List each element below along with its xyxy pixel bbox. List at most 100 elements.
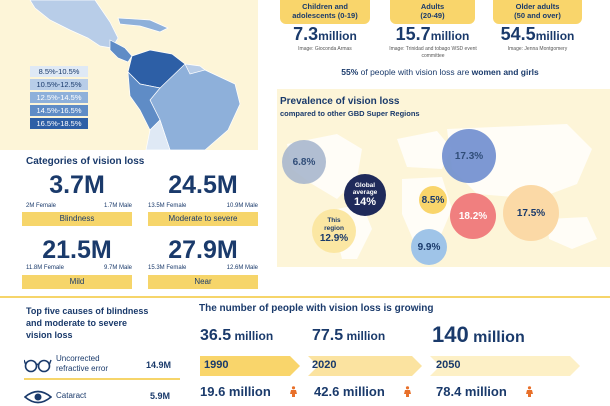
map-southern-cone — [145, 119, 171, 150]
category-male: 10.9M Male — [226, 203, 258, 209]
age-group-children: Children and adolescents (0-19) 7.3milli… — [270, 0, 380, 62]
category-total: 24.5M — [168, 171, 238, 199]
category-blindness: 3.7M 2M Female 1.7M Male Blindness — [22, 172, 132, 234]
bubble-south-asia: 18.2% — [450, 193, 496, 239]
timeline-year-2020: 2020 — [312, 359, 337, 371]
category-male: 1.7M Male — [103, 203, 132, 209]
glasses-icon — [24, 359, 52, 373]
women-note-pct: 55% — [341, 67, 359, 77]
growth-title: The number of people with vision loss is… — [199, 303, 434, 314]
age-value-unit: million — [430, 29, 470, 43]
age-label-box: Older adults (50 and over) — [493, 0, 582, 24]
causes-title: Top five causes of blindness and moderat… — [26, 305, 148, 341]
causes-title-line3: vision loss — [26, 330, 73, 340]
growth-value-number: 140 — [432, 322, 469, 347]
prevalence-subtitle: compared to other GBD Super Regions — [280, 109, 420, 118]
person-icon — [526, 386, 533, 397]
legend-item-3: 12.5%-14.5% — [30, 92, 88, 103]
growth-value-number: 36.5 — [200, 327, 232, 344]
eye-icon — [24, 390, 52, 404]
bubble-line1: This — [327, 217, 341, 224]
age-group-adults: Adults (20-49) 15.7million Image: Trinid… — [380, 0, 485, 66]
growth-sub-1990: 19.6 million — [200, 384, 271, 399]
cause-label: Uncorrected refractive error — [56, 354, 108, 374]
age-value: 54.5million — [485, 24, 590, 45]
women-note: 55% of people with vision loss are women… — [270, 67, 610, 77]
category-total: 3.7M — [49, 171, 105, 199]
women-note-bold: women and girls — [471, 67, 539, 77]
timeline-year-2050: 2050 — [436, 359, 461, 371]
category-moderate-severe: 24.5M 13.5M Female 10.9M Male Moderate t… — [148, 172, 258, 234]
category-total: 27.9M — [168, 236, 238, 264]
bubble-africa: 9.9% — [411, 229, 447, 265]
cause-value: 14.9M — [146, 360, 172, 370]
category-female: 15.3M Female — [148, 265, 187, 271]
prevalence-title: Prevalence of vision loss — [280, 96, 400, 107]
bubble-north-america: 6.8% — [282, 140, 326, 184]
age-value-unit: million — [535, 29, 575, 43]
causes-title-line1: Top five causes of blindness — [26, 306, 149, 316]
age-label-line1: Adults — [420, 2, 445, 11]
category-female: 2M Female — [26, 203, 57, 209]
category-female: 11.8M Female — [26, 265, 64, 271]
women-note-text: of people with vision loss are — [358, 67, 472, 77]
age-label-box: Adults (20-49) — [390, 0, 475, 24]
person-icon — [404, 386, 411, 397]
age-value-number: 15.7 — [395, 24, 431, 44]
category-label: Near — [148, 275, 258, 289]
cause-label-line1: Uncorrected — [56, 354, 100, 363]
bubble-global-average: Global average 14% — [344, 174, 386, 216]
age-value: 15.7million — [380, 24, 485, 45]
legend-item-1: 8.5%-10.5% — [30, 66, 88, 77]
growth-value-1990: 36.5 million — [200, 327, 273, 345]
bubble-value: 17.3% — [454, 150, 484, 162]
causes-title-line2: and moderate to severe — [26, 318, 128, 328]
legend-item-4: 14.5%-16.5% — [30, 105, 88, 116]
image-credit: Image: Jenna Montgomery — [507, 46, 568, 52]
cause-underline — [24, 378, 180, 380]
map-guianas — [184, 63, 206, 75]
age-label-line2: (20-49) — [420, 11, 445, 20]
category-total: 21.5M — [42, 236, 112, 264]
cause-row: Cataract 5.9M — [24, 385, 184, 404]
image-credit: Image: Gioconda Armas — [298, 46, 352, 52]
age-label-line1: Older adults — [515, 2, 560, 11]
age-value-unit: million — [318, 29, 357, 43]
bubble-europe: 8.5% — [419, 186, 447, 214]
timeline-year-1990: 1990 — [204, 359, 229, 371]
growth-value-unit: million — [346, 329, 386, 343]
cause-label: Cataract — [56, 391, 87, 400]
prevalence-card: Prevalence of vision loss compared to ot… — [277, 89, 610, 267]
map-central-america — [109, 39, 133, 63]
bubble-value: 18.2% — [458, 210, 488, 222]
cause-row: Uncorrected refractive error 14.9M — [24, 352, 184, 382]
category-label: Mild — [22, 275, 132, 289]
person-icon — [290, 386, 297, 397]
bubble-line1: Global — [354, 181, 376, 189]
category-mild: 21.5M 11.8M Female 9.7M Male Mild — [22, 237, 132, 293]
growth-value-unit: million — [473, 329, 525, 346]
timeline-arrow — [200, 356, 580, 376]
map-mexico — [29, 0, 119, 49]
map-card: 8.5%-10.5% 10.5%-12.5% 12.5%-14.5% 14.5%… — [0, 0, 258, 150]
growth-sub-2020: 42.6 million — [314, 384, 385, 399]
bubble-this-region: This region 12.9% — [312, 209, 356, 253]
legend-item-5: 16.5%-18.5% — [30, 118, 88, 129]
growth-value-number: 77.5 — [312, 327, 344, 344]
bubble-asia: 17.3% — [442, 129, 496, 183]
image-credit: Image: Trinidad and tobago WSD event com… — [389, 46, 477, 59]
bubble-line2: average — [352, 188, 378, 196]
growth-value-unit: million — [234, 329, 274, 343]
category-female: 13.5M Female — [148, 203, 187, 209]
age-value-number: 54.5 — [500, 24, 536, 44]
map-caribbean — [117, 17, 169, 33]
legend-item-2: 10.5%-12.5% — [30, 79, 88, 90]
growth-value-2050: 140 million — [432, 322, 525, 348]
bubble-value: 17.5% — [516, 207, 546, 219]
region-map — [29, 0, 241, 150]
category-label: Blindness — [22, 212, 132, 226]
age-value-number: 7.3 — [293, 24, 319, 44]
bubble-value: 6.8% — [292, 156, 316, 168]
growth-sub-2050: 78.4 million — [436, 384, 507, 399]
bubble-value: 8.5% — [421, 194, 445, 206]
